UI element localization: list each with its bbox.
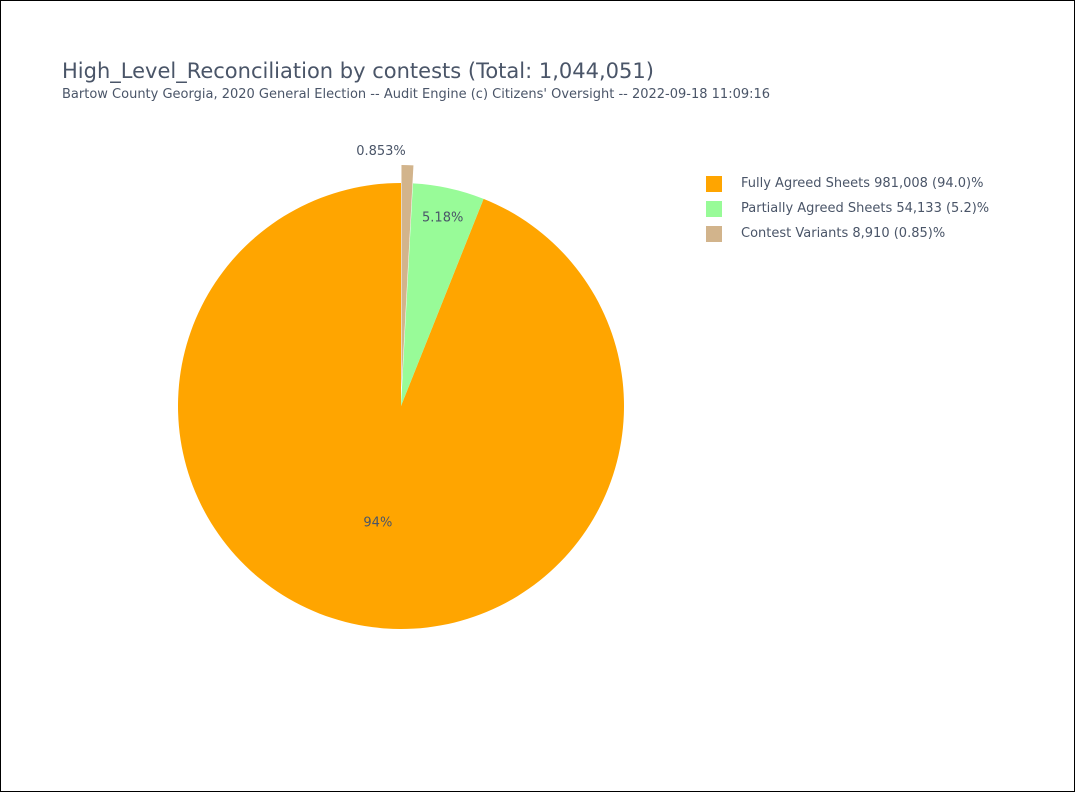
pie-chart: 94% 5.18% 0.853%: [178, 144, 625, 629]
legend-item-fully-agreed[interactable]: Fully Agreed Sheets 981,008 (94.0)%: [706, 171, 989, 196]
legend-item-partially-agreed[interactable]: Partially Agreed Sheets 54,133 (5.2)%: [706, 196, 989, 221]
pie-slice[interactable]: [401, 183, 484, 406]
legend-swatch: [706, 175, 722, 192]
slice-label: 94%: [363, 515, 392, 530]
legend-label: Contest Variants 8,910 (0.85)%: [741, 226, 946, 241]
pie-slice[interactable]: [178, 183, 625, 629]
slice-label: 0.853%: [356, 144, 406, 159]
chart-subtitle: Bartow County Georgia, 2020 General Elec…: [62, 87, 771, 102]
chart-legend: Fully Agreed Sheets 981,008 (94.0)% Part…: [706, 171, 989, 246]
legend-item-contest-variants[interactable]: Contest Variants 8,910 (0.85)%: [706, 221, 989, 246]
slice-label: 5.18%: [422, 211, 463, 226]
chart-title: High_Level_Reconciliation by contests (T…: [62, 59, 654, 83]
legend-swatch: [706, 200, 722, 217]
legend-swatch: [706, 225, 722, 242]
legend-label: Fully Agreed Sheets 981,008 (94.0)%: [741, 176, 984, 191]
legend-label: Partially Agreed Sheets 54,133 (5.2)%: [741, 201, 990, 216]
pie-slice[interactable]: [401, 165, 414, 389]
